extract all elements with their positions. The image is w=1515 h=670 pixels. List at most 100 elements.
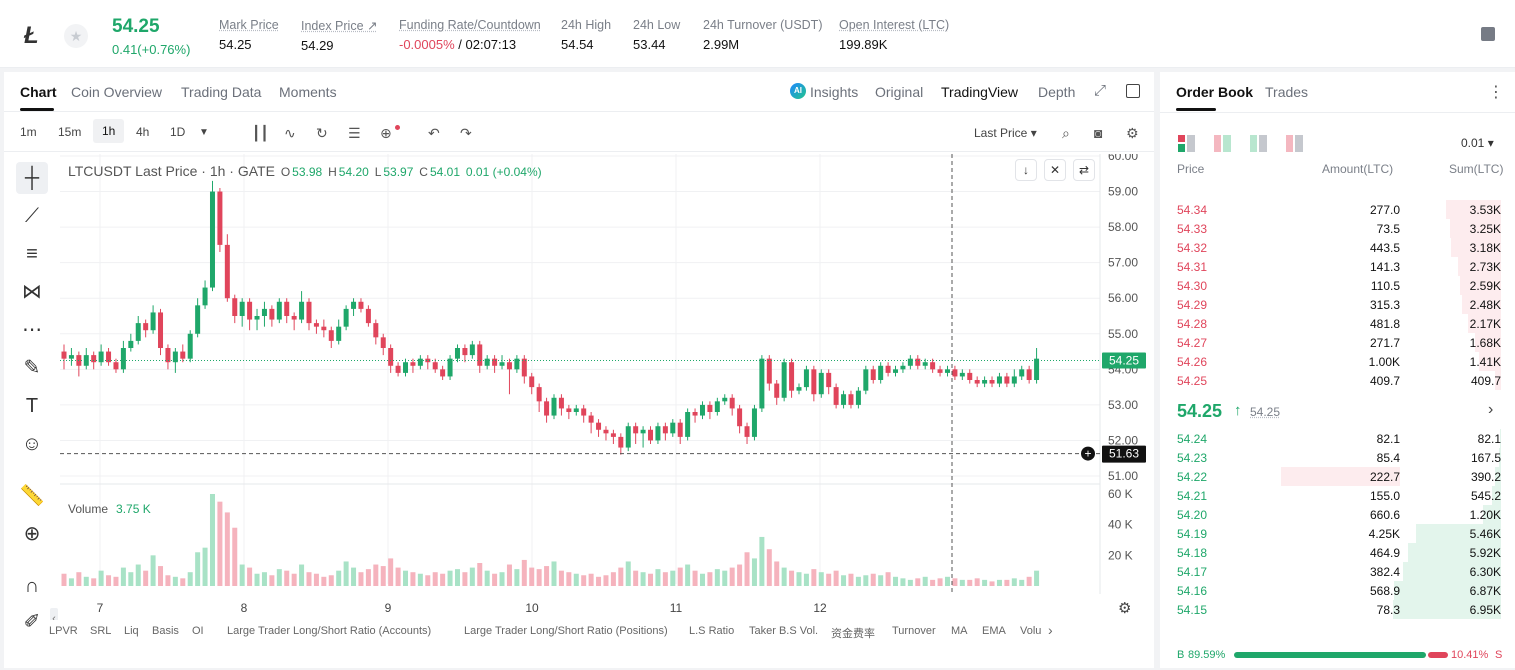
ask-row[interactable]: 54.29 315.3 2.48K [1160, 295, 1515, 314]
tf-15m[interactable]: 15m [58, 125, 82, 139]
window-icon[interactable] [1126, 84, 1140, 98]
candle-body [885, 365, 891, 373]
indicator-item[interactable]: L.S Ratio [689, 625, 735, 637]
chevron-right-icon[interactable]: › [1048, 622, 1053, 638]
template-icon[interactable]: ☰ [348, 125, 361, 141]
pattern-icon[interactable]: ⋈ [22, 281, 42, 303]
undo-icon[interactable]: ↶ [428, 125, 440, 141]
settings-gear-icon[interactable]: ⚙ [1126, 125, 1139, 141]
ask-row[interactable]: 54.27 271.7 1.68K [1160, 333, 1515, 352]
indicator-item[interactable]: Taker B.S Vol. [749, 625, 819, 637]
volume-bar [796, 572, 802, 586]
tab-trades[interactable]: Trades [1265, 84, 1309, 100]
view-asks-icon[interactable] [1214, 135, 1231, 152]
collapse-icon[interactable]: ✕ [1044, 159, 1066, 181]
tf-dropdown-icon[interactable]: ▼ [199, 127, 209, 138]
bid-row[interactable]: 54.24 82.1 82.1 [1160, 429, 1515, 448]
candle-body [610, 433, 616, 437]
insights-button[interactable]: Insights [810, 84, 859, 100]
tab-order-book[interactable]: Order Book [1176, 84, 1254, 100]
indicators-icon[interactable]: ∿ [284, 125, 296, 141]
add-indicator-icon[interactable]: ⊕ [380, 125, 392, 141]
bid-row[interactable]: 54.18 464.9 5.92K [1160, 543, 1515, 562]
ask-row[interactable]: 54.33 73.5 3.25K [1160, 219, 1515, 238]
tab-trading-data[interactable]: Trading Data [181, 84, 262, 100]
bid-row[interactable]: 54.21 155.0 545.2 [1160, 486, 1515, 505]
indicator-item[interactable]: MA [951, 625, 968, 637]
bid-row[interactable]: 54.16 568.9 6.87K [1160, 581, 1515, 600]
order-amount: 4.25K [1368, 527, 1400, 541]
depth-button[interactable]: Depth [1038, 84, 1076, 100]
switch-icon[interactable]: ⇄ [1073, 159, 1095, 181]
tab-moments[interactable]: Moments [279, 84, 337, 100]
tf-1m[interactable]: 1m [20, 125, 37, 139]
guide-book-icon[interactable] [1481, 27, 1495, 41]
redo-icon[interactable]: ↷ [460, 125, 472, 141]
ask-row[interactable]: 54.34 277.0 3.53K [1160, 200, 1515, 219]
trendline-icon[interactable]: ⟋ [25, 205, 39, 227]
indicator-item[interactable]: Large Trader Long/Short Ratio (Positions… [464, 625, 668, 637]
indicator-item[interactable]: Basis [152, 625, 179, 637]
indicator-item[interactable]: Large Trader Long/Short Ratio (Accounts) [227, 625, 432, 637]
indicator-item[interactable]: EMA [982, 625, 1006, 637]
expand-icon[interactable]: ⤢ [1094, 82, 1107, 99]
indicator-item[interactable]: Liq [124, 625, 139, 637]
indicator-item[interactable]: Turnover [892, 625, 936, 637]
view-sells-icon[interactable] [1286, 135, 1303, 152]
zoom-in-icon[interactable]: ⊕ [23, 523, 41, 545]
order-amount: 277.0 [1369, 203, 1400, 217]
search-icon[interactable]: ⌕ [1062, 125, 1070, 141]
bid-row[interactable]: 54.22 222.7 390.2 [1160, 467, 1515, 486]
candle-type-icon[interactable]: ┃┃ [252, 125, 269, 141]
favorite-star-icon[interactable]: ★ [64, 24, 88, 48]
tf-4h[interactable]: 4h [136, 125, 150, 139]
ask-row[interactable]: 54.28 481.8 2.17K [1160, 314, 1515, 333]
ruler-icon[interactable]: 📏 [19, 485, 45, 507]
bid-row[interactable]: 54.19 4.25K 5.46K [1160, 524, 1515, 543]
indicator-item[interactable]: Volu [1020, 625, 1042, 637]
emoji-icon[interactable]: ☺ [21, 433, 43, 455]
col-price: Price [1177, 162, 1205, 176]
original-view-button[interactable]: Original [875, 84, 924, 100]
ask-row[interactable]: 54.30 110.5 2.59K [1160, 276, 1515, 295]
ask-row[interactable]: 54.31 141.3 2.73K [1160, 257, 1515, 276]
stat-index-price[interactable]: Index Price ↗ 54.29 [301, 19, 378, 53]
brush-icon[interactable]: ✎ [23, 357, 41, 379]
price-tick-label: 52.00 [1108, 433, 1138, 447]
camera-icon[interactable]: ◙ [1094, 125, 1103, 141]
view-both-icon[interactable] [1178, 135, 1195, 152]
view-bids-icon[interactable] [1250, 135, 1267, 152]
text-tool-icon[interactable]: T [25, 395, 39, 417]
indicator-item[interactable]: SRL [90, 625, 112, 637]
compare-icon[interactable]: ↻ [316, 125, 328, 141]
tab-coin-overview[interactable]: Coin Overview [71, 84, 163, 100]
tradingview-button[interactable]: TradingView [941, 84, 1019, 100]
pen-icon[interactable]: ✐ [23, 611, 41, 633]
crosshair-icon[interactable]: ┼ [16, 162, 48, 194]
ai-insights-icon[interactable]: AI [790, 83, 806, 99]
price-chart[interactable]: 60.0059.0058.0057.0056.0055.0054.0053.00… [4, 154, 1154, 620]
indicator-item[interactable]: 资金费率 [831, 628, 875, 640]
bid-row[interactable]: 54.17 382.4 6.30K [1160, 562, 1515, 581]
ask-row[interactable]: 54.25 409.7 409.7 [1160, 371, 1515, 390]
tf-1d[interactable]: 1D [170, 125, 186, 139]
magnet-icon[interactable]: ∩ [24, 575, 40, 597]
ask-row[interactable]: 54.26 1.00K 1.41K [1160, 352, 1515, 371]
fib-icon[interactable]: ⋯ [22, 319, 42, 341]
scroll-down-icon[interactable]: ↓ [1015, 159, 1037, 181]
tab-chart[interactable]: Chart [20, 84, 57, 100]
bid-row[interactable]: 54.20 660.6 1.20K [1160, 505, 1515, 524]
bid-row[interactable]: 54.23 85.4 167.5 [1160, 448, 1515, 467]
chevron-right-icon[interactable]: › [1488, 401, 1494, 418]
precision-select[interactable]: 0.01 ▾ [1461, 136, 1494, 150]
order-price: 54.16 [1177, 584, 1208, 598]
axis-settings-icon[interactable]: ⚙ [1118, 600, 1132, 617]
indicator-item[interactable]: LPVR [49, 625, 78, 637]
indicator-item[interactable]: OI [192, 625, 204, 637]
bid-row[interactable]: 54.15 78.3 6.95K [1160, 600, 1515, 619]
tf-1h[interactable]: 1h [93, 119, 125, 143]
ask-row[interactable]: 54.32 443.5 3.18K [1160, 238, 1515, 257]
more-options-icon[interactable]: ⋮ [1488, 84, 1504, 101]
price-source-select[interactable]: Last Price ▾ [974, 126, 1037, 140]
horizontal-lines-icon[interactable]: ≡ [26, 243, 38, 265]
